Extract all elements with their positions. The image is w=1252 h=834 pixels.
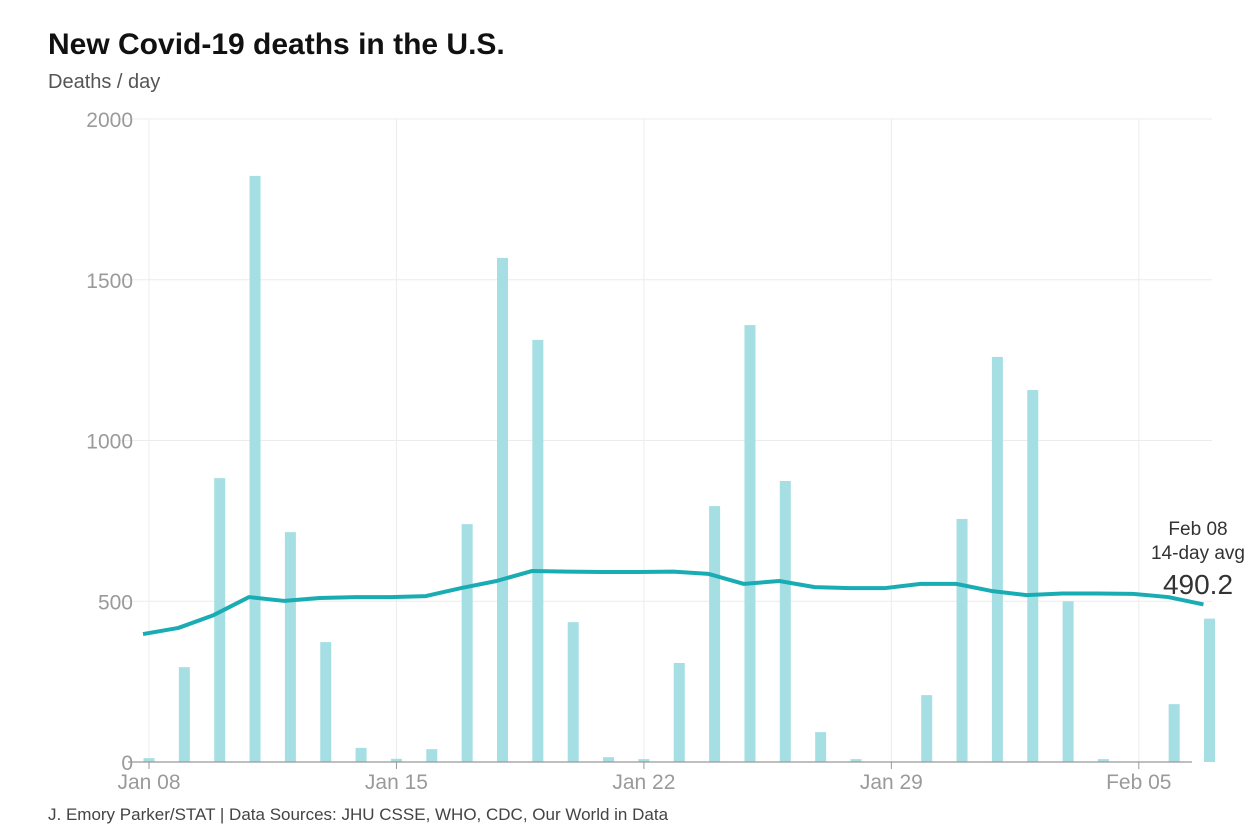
- annotation-label: 14-day avg: [1151, 543, 1245, 564]
- y-tick-label: 0: [121, 752, 133, 775]
- bar-feb-04: [1097, 759, 1109, 762]
- y-tick-label: 500: [98, 591, 133, 614]
- x-tick-label: Jan 22: [612, 771, 675, 794]
- bar-feb-02: [1027, 390, 1039, 762]
- bar-jan-14: [355, 747, 367, 762]
- bar-jan-16: [426, 749, 438, 762]
- bar-jan-22: [638, 759, 650, 762]
- source-credit: J. Emory Parker/STAT | Data Sources: JHU…: [48, 805, 669, 824]
- x-tick-label: Jan 08: [117, 771, 180, 794]
- bar-jan-10: [214, 478, 226, 762]
- bar-feb-06: [1168, 704, 1180, 762]
- bar-jan-28: [850, 759, 862, 762]
- y-tick-label: 1500: [86, 270, 133, 293]
- bar-jan-17: [461, 524, 473, 762]
- annotation-value: 490.2: [1163, 569, 1233, 600]
- bar-jan-12: [284, 532, 296, 762]
- bar-jan-23: [673, 662, 685, 762]
- x-tick-label: Jan 15: [365, 771, 428, 794]
- bar-jan-09: [178, 667, 190, 762]
- bar-jan-24: [709, 506, 721, 762]
- bar-jan-19: [532, 339, 544, 762]
- annotation-date: Feb 08: [1168, 519, 1227, 540]
- bar-jan-25: [744, 325, 756, 762]
- bar-jan-31: [956, 518, 968, 762]
- bar-jan-30: [921, 695, 933, 762]
- y-tick-label: 1000: [86, 431, 133, 454]
- bar-jan-11: [249, 175, 261, 762]
- bar-jan-15: [390, 758, 402, 762]
- bar-feb-07: [1204, 618, 1215, 762]
- bar-feb-03: [1062, 601, 1074, 762]
- x-tick-label: Feb 05: [1106, 771, 1171, 794]
- x-tick-label: Jan 29: [860, 771, 923, 794]
- chart-title: New Covid-19 deaths in the U.S.: [48, 28, 505, 61]
- chart-subtitle: Deaths / day: [48, 71, 161, 93]
- bar-jan-26: [779, 481, 791, 762]
- avg-line: [142, 569, 1204, 637]
- bar-feb-01: [991, 356, 1003, 762]
- bar-jan-18: [497, 257, 508, 762]
- bar-jan-21: [603, 757, 615, 762]
- bar-jan-13: [320, 642, 332, 762]
- bar-jan-20: [567, 622, 579, 762]
- bar-jan-27: [815, 732, 827, 762]
- bar-jan-08: [143, 758, 155, 762]
- y-tick-label: 2000: [86, 109, 133, 132]
